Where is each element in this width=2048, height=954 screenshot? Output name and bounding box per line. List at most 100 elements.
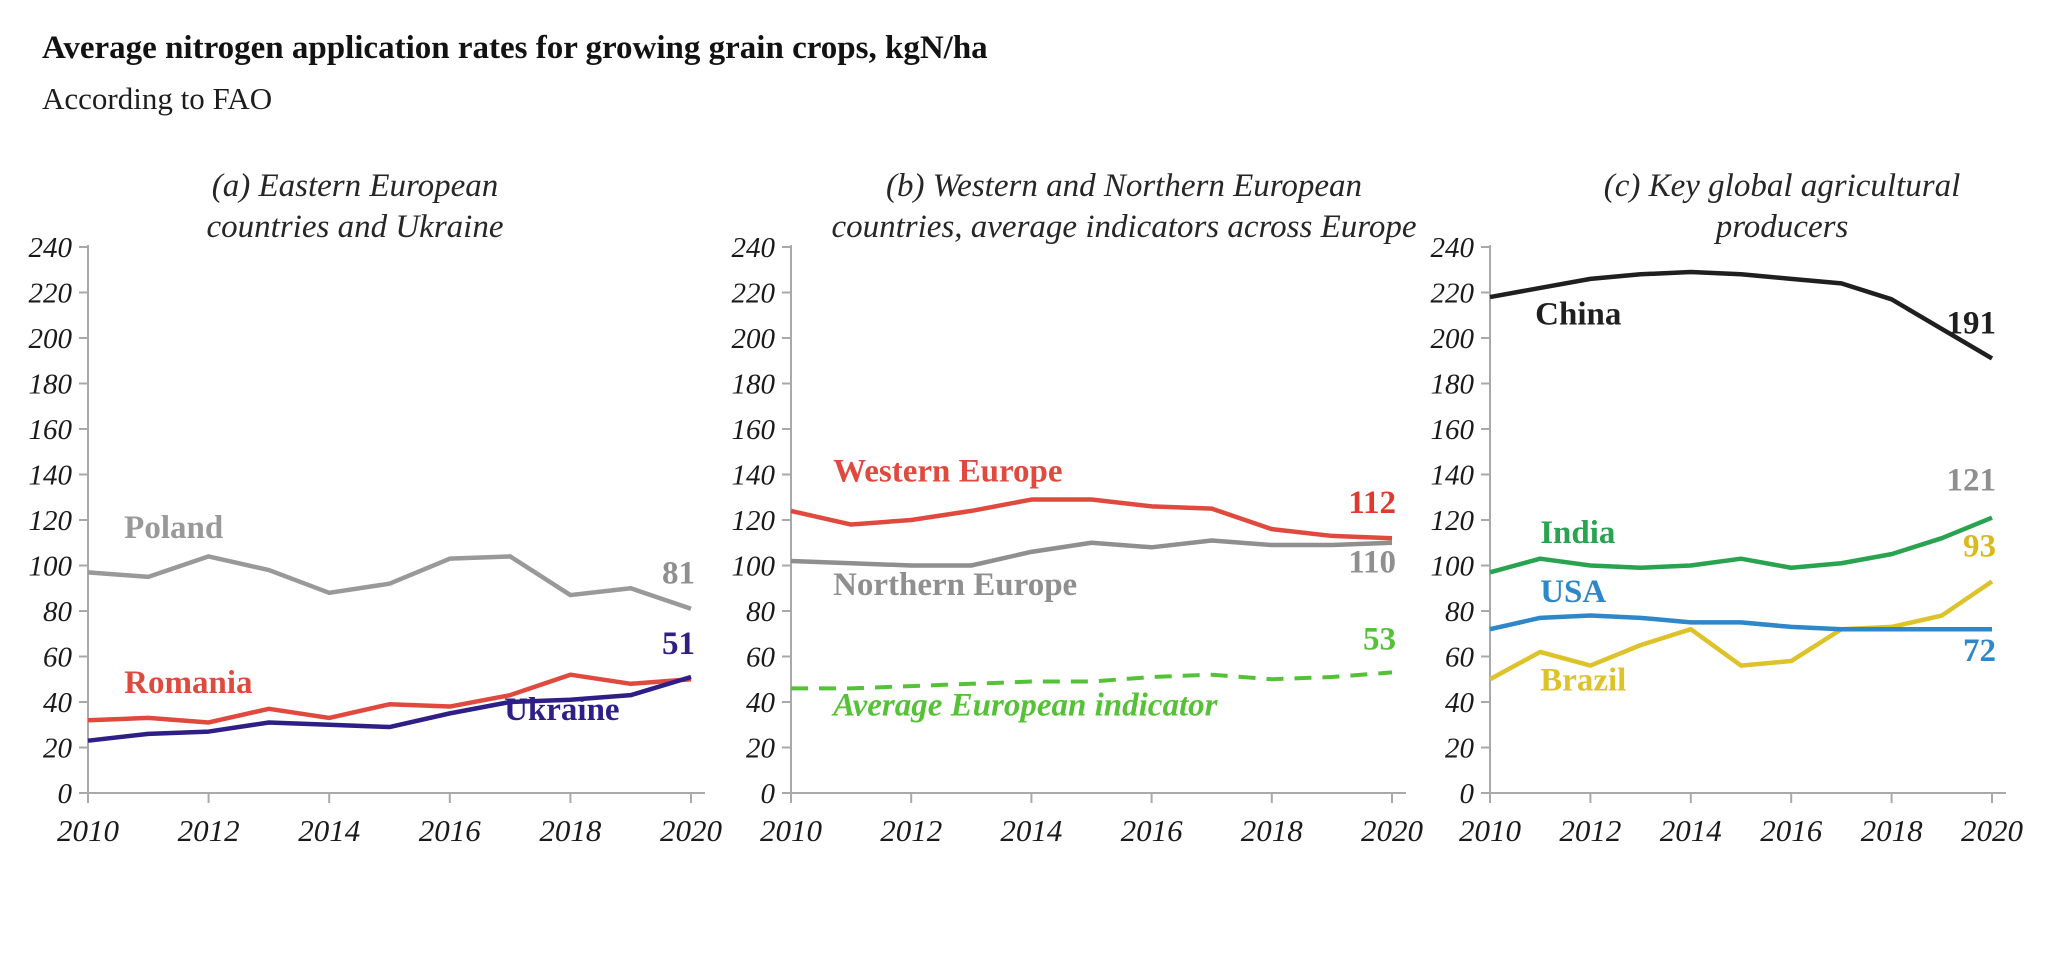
panel-b-title-line1: (b) Western and Northern European: [885, 168, 1363, 204]
y-tick-label: 120: [1431, 505, 1475, 537]
line-usa: [1489, 613, 1992, 632]
x-tick-label: 2020: [660, 813, 723, 848]
y-tick-label: 100: [1431, 551, 1475, 583]
y-tick-label: 180: [29, 369, 73, 401]
label-poland: Poland: [124, 510, 223, 546]
label-india: India: [1540, 515, 1615, 551]
value-label-india: 121: [1947, 462, 1997, 498]
y-tick-label: 140: [29, 460, 73, 492]
y-tick-label: 160: [1431, 414, 1475, 446]
page-subtitle: According to FAO: [42, 81, 273, 116]
x-tick-label: 2018: [1861, 813, 1924, 848]
y-tick-label: 100: [29, 551, 73, 583]
label-western-europe: Western Europe: [833, 453, 1062, 489]
y-tick-label: 40: [746, 687, 776, 719]
x-tick-label: 2014: [1000, 813, 1062, 848]
y-tick-label: 60: [746, 642, 776, 674]
line-china: [1489, 269, 1994, 361]
y-tick-label: 80: [746, 596, 776, 628]
y-tick-label: 60: [1445, 642, 1475, 674]
panel-b-title: (b) Western and Northern European countr…: [831, 166, 1416, 248]
panel-c-title: (c) Key global agricultural producers: [1604, 166, 1961, 248]
y-tick-label: 40: [43, 687, 73, 719]
y-tick-label: 120: [29, 505, 73, 537]
y-tick-label: 220: [732, 278, 776, 310]
y-tick-label: 100: [732, 551, 776, 583]
x-tick-label: 2018: [1241, 813, 1304, 848]
y-tick-label: 60: [43, 642, 73, 674]
x-tick-label: 2016: [1121, 813, 1184, 848]
x-tick-label: 2012: [1559, 813, 1621, 848]
x-ticks: 2010 2012 2014 2016 2018 2020: [1459, 793, 2024, 848]
value-label-poland: 81: [662, 556, 695, 592]
value-label-usa: 72: [1963, 633, 1996, 669]
label-northern-europe: Northern Europe: [833, 567, 1077, 603]
x-tick-label: 2012: [880, 813, 942, 848]
value-label-western-europe: 112: [1348, 485, 1396, 521]
value-label-ukraine: 51: [662, 626, 695, 662]
label-romania: Romania: [124, 665, 252, 701]
y-tick-label: 80: [43, 596, 73, 628]
x-tick-label: 2020: [1361, 813, 1424, 848]
y-tick-label: 200: [29, 323, 73, 355]
y-tick-label: 140: [1431, 460, 1475, 492]
panel-a-title-line1: (a) Eastern European: [211, 168, 499, 204]
y-tick-label: 40: [1445, 687, 1475, 719]
value-label-average-european-indicator: 53: [1363, 622, 1396, 658]
y-tick-label: 120: [732, 505, 776, 537]
y-tick-label: 220: [1431, 278, 1475, 310]
label-average-european-indicator: Average European indicator: [831, 688, 1219, 724]
x-tick-label: 2016: [419, 813, 482, 848]
y-tick-label: 240: [29, 232, 73, 264]
x-tick-label: 2014: [1660, 813, 1722, 848]
y-tick-label: 0: [58, 778, 73, 810]
y-tick-label: 240: [1431, 232, 1475, 264]
panel-c-title-line1: (c) Key global agricultural: [1603, 168, 1961, 204]
x-tick-label: 2010: [57, 813, 120, 848]
x-tick-label: 2014: [298, 813, 360, 848]
line-brazil: [1488, 579, 1994, 682]
y-tick-label: 160: [732, 414, 776, 446]
y-tick-label: 20: [43, 733, 73, 765]
line-ukraine: [87, 674, 692, 743]
y-tick-label: 200: [1431, 323, 1475, 355]
y-tick-label: 0: [761, 778, 776, 810]
panel-c-title-line2: producers: [1715, 209, 1849, 245]
y-ticks: 0 20 40 60 80 100 120 140 160 180 200 220 240: [1431, 232, 1490, 810]
label-ukraine: Ukraine: [504, 692, 620, 728]
panel-a-title: (a) Eastern European countries and Ukrai…: [207, 166, 504, 248]
panel-b-title-line2: countries, average indicators across Eur…: [831, 209, 1417, 245]
line-northern-europe: [790, 538, 1393, 568]
x-tick-label: 2012: [178, 813, 240, 848]
y-tick-label: 140: [732, 460, 776, 492]
line-average-european-indicator: [791, 670, 1393, 691]
line-india: [1489, 515, 1993, 575]
page-title: Average nitrogen application rates for g…: [42, 30, 988, 66]
y-tick-label: 200: [732, 323, 776, 355]
x-ticks: 2010 2012 2014 2016 2018 2020: [57, 793, 723, 848]
y-tick-label: 160: [29, 414, 73, 446]
x-tick-label: 2018: [539, 813, 602, 848]
value-label-northern-europe: 110: [1348, 544, 1396, 580]
y-ticks: 0 20 40 60 80 100 120 140 160 180 200 220 240: [29, 232, 88, 810]
x-ticks: 2010 2012 2014 2016 2018 2020: [760, 793, 1424, 848]
y-tick-label: 180: [732, 369, 776, 401]
y-ticks: 0 20 40 60 80 100 120 140 160 180 200 220 240: [732, 232, 791, 810]
y-tick-label: 240: [732, 232, 776, 264]
line-western-europe: [790, 497, 1393, 541]
x-tick-label: 2010: [1459, 813, 1522, 848]
y-tick-label: 20: [746, 733, 776, 765]
y-tick-label: 80: [1445, 596, 1475, 628]
panel-a-title-line2: countries and Ukraine: [206, 209, 504, 245]
label-brazil: Brazil: [1540, 663, 1626, 699]
x-tick-label: 2020: [1961, 813, 2024, 848]
label-china: China: [1535, 296, 1621, 332]
label-usa: USA: [1540, 574, 1606, 610]
y-tick-label: 0: [1460, 778, 1475, 810]
value-label-china: 191: [1947, 305, 1997, 341]
